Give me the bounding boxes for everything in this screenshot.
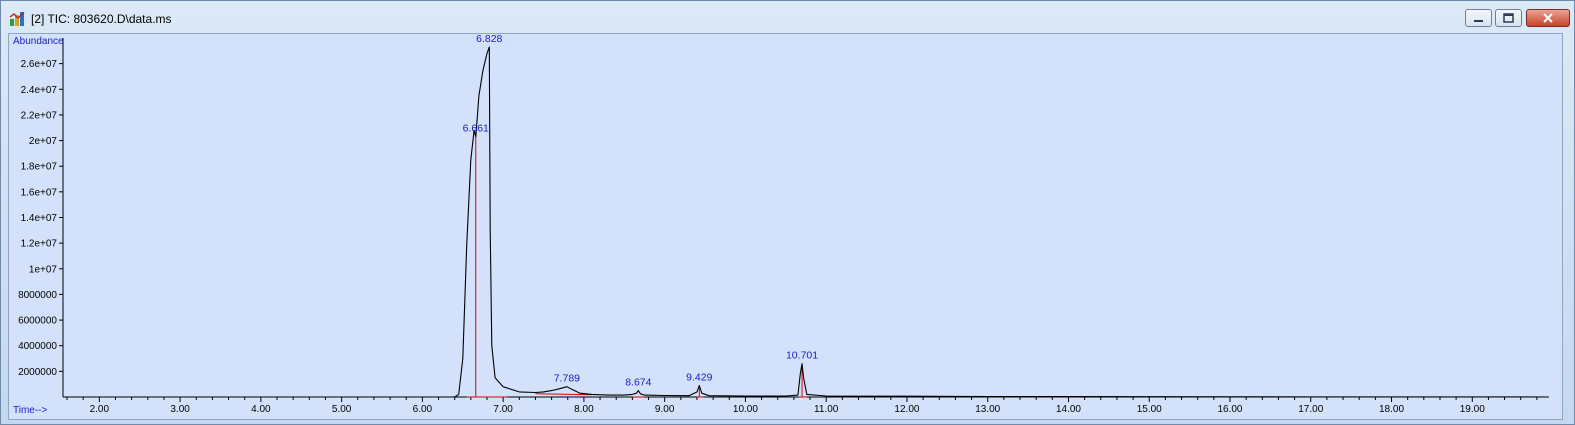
- peak-rt-label: 7.789: [554, 373, 580, 385]
- x-tick-label: 8.00: [574, 404, 594, 415]
- x-tick-label: 7.00: [493, 404, 513, 415]
- y-axis-label: Abundance: [13, 36, 64, 47]
- x-axis: 2.00 3.00 4.00 5.00 6.00 7.00 8.00 9.00 10.00 11.…: [63, 396, 1549, 415]
- x-tick-label: 5.00: [332, 404, 352, 415]
- x-tick-label: 11.00: [814, 404, 839, 415]
- y-tick-label: 4000000: [18, 341, 57, 352]
- y-tick-label: 1.6e+07: [21, 187, 58, 198]
- x-tick-label: 17.00: [1298, 404, 1323, 415]
- y-tick-label: 1.4e+07: [21, 213, 58, 224]
- restore-button[interactable]: [1495, 9, 1522, 27]
- x-tick-label: 19.00: [1460, 404, 1485, 415]
- peak-labels: 6.661 6.828 7.789 8.674 9.429 10.701: [463, 33, 819, 389]
- y-tick-label: 2.2e+07: [21, 110, 58, 121]
- tic-chromatogram-chart[interactable]: 2000000 4000000 6000000 8000000 1e+07 1.2e+07…: [9, 33, 1562, 419]
- x-axis-label: Time-->: [13, 405, 48, 416]
- y-tick-label: 2000000: [18, 367, 57, 378]
- y-axis: 2000000 4000000 6000000 8000000 1e+07 1.2e+07…: [18, 38, 64, 397]
- integration-baselines: [466, 136, 807, 398]
- x-tick-label: 6.00: [413, 404, 433, 415]
- x-tick-label: 3.00: [170, 404, 190, 415]
- y-tick-label: 1.8e+07: [21, 162, 58, 173]
- tic-trace-line: [63, 46, 1550, 398]
- close-icon: [1543, 13, 1553, 23]
- y-tick-label: 1e+07: [29, 264, 58, 275]
- minimize-button[interactable]: [1465, 9, 1492, 27]
- minimize-icon: [1474, 20, 1483, 22]
- y-tick-label: 6000000: [18, 316, 57, 327]
- x-tick-label: 12.00: [894, 404, 919, 415]
- y-tick-label: 2.4e+07: [21, 85, 58, 96]
- window-title: [2] TIC: 803620.D\data.ms: [31, 12, 172, 26]
- peak-rt-label: 8.674: [625, 377, 651, 389]
- x-tick-label: 18.00: [1379, 404, 1404, 415]
- peak-rt-label: 6.828: [476, 34, 502, 45]
- x-tick-label: 15.00: [1137, 404, 1162, 415]
- title-bar[interactable]: [2] TIC: 803620.D\data.ms: [1, 1, 1574, 34]
- x-tick-label: 4.00: [251, 404, 271, 415]
- integration-baseline: [535, 393, 592, 396]
- y-tick-label: 1.2e+07: [21, 239, 58, 250]
- x-tick-label: 9.00: [655, 404, 675, 415]
- trace: [63, 46, 1550, 398]
- y-tick-label: 8000000: [18, 290, 57, 301]
- peak-rt-label: 9.429: [686, 371, 712, 383]
- x-tick-label: 16.00: [1217, 404, 1242, 415]
- chromatogram-plot-area[interactable]: 2000000 4000000 6000000 8000000 1e+07 1.2e+07…: [8, 33, 1563, 420]
- x-tick-label: 10.00: [733, 404, 758, 415]
- x-tick-label: 2.00: [90, 404, 110, 415]
- x-tick-label: 14.00: [1056, 404, 1081, 415]
- x-tick-label: 13.00: [975, 404, 1000, 415]
- restore-icon: [1503, 13, 1514, 23]
- y-tick-label: 2e+07: [29, 136, 58, 147]
- peak-rt-label: 10.701: [786, 350, 818, 362]
- peak-rt-label: 6.661: [463, 123, 489, 135]
- y-tick-label: 2.6e+07: [21, 59, 58, 70]
- chromatogram-app-icon: [9, 12, 25, 26]
- close-button[interactable]: [1526, 9, 1570, 27]
